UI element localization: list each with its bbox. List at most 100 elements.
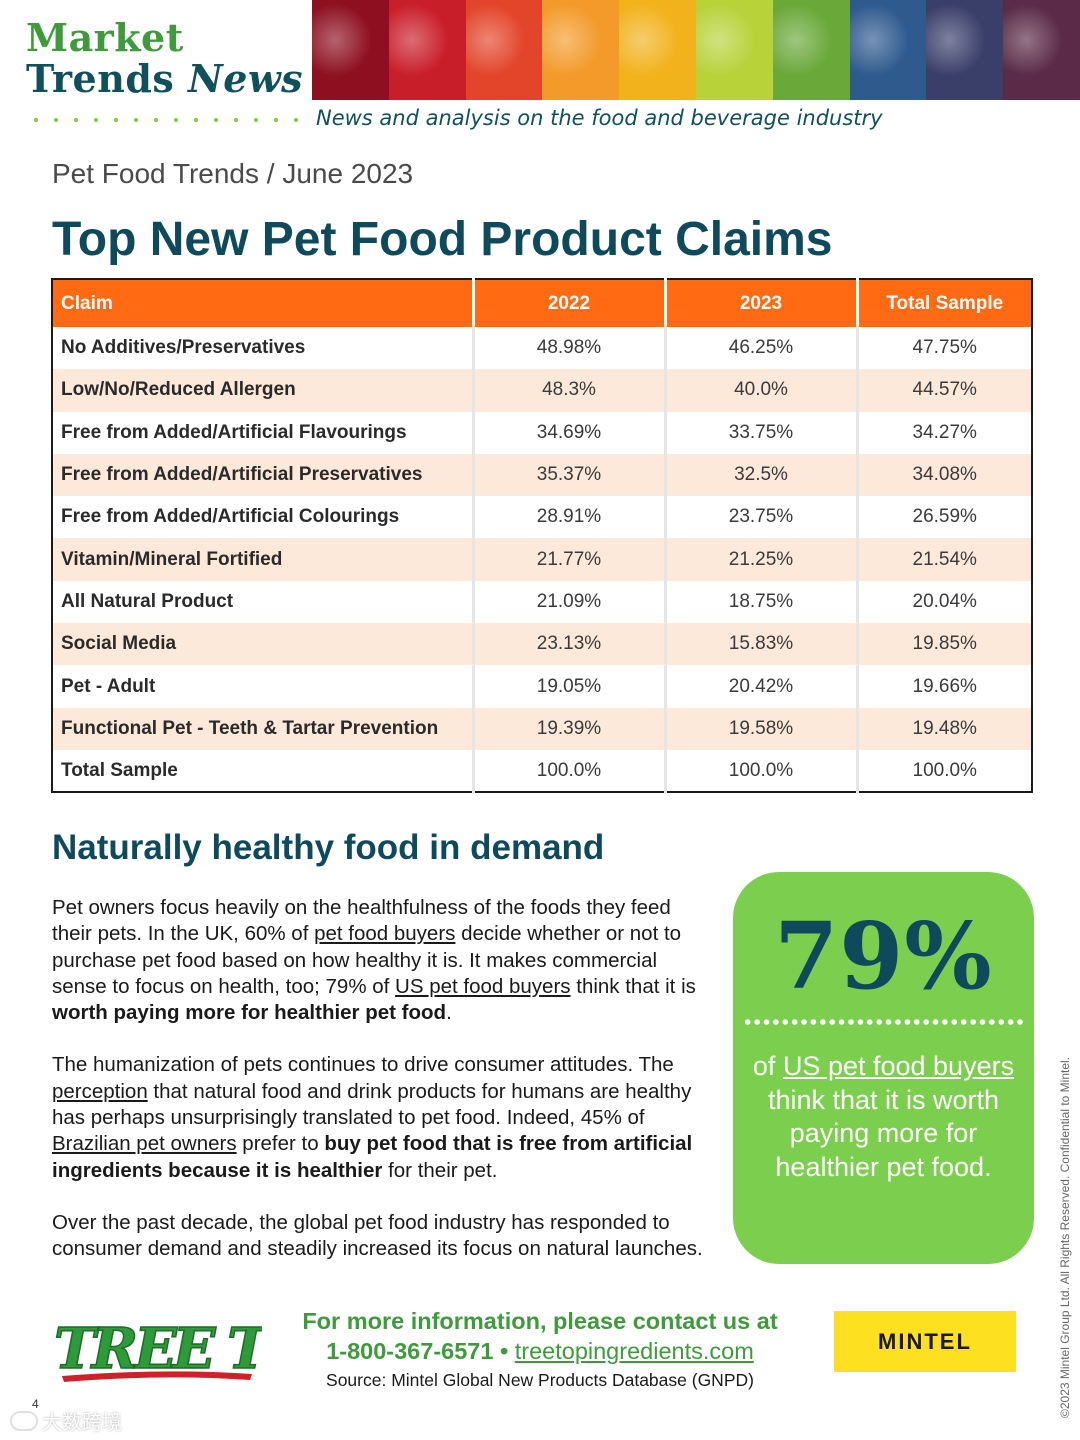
claim-cell: Free from Added/Artificial Colourings — [61, 506, 400, 528]
watermark-icon — [10, 1410, 38, 1431]
claim-cell: Pet - Adult — [61, 675, 156, 697]
brand-trends: Trends — [26, 56, 189, 101]
value-2023-cell: 46.25% — [663, 327, 857, 370]
website-link[interactable]: treetopingredients.com — [514, 1338, 754, 1364]
banner-segment — [926, 0, 1004, 100]
text-span: that natural food and drink products for… — [52, 1079, 692, 1130]
value-2023-cell: 40.0% — [663, 369, 857, 412]
source-note: Source: Mintel Global New Products Datab… — [326, 1370, 754, 1390]
value-total-cell: 26.59% — [855, 496, 1032, 539]
banner-segment — [772, 0, 850, 100]
text-span: prefer to — [236, 1132, 325, 1156]
brand-news: News — [188, 56, 304, 101]
header-total-sample: Total Sample — [855, 279, 1032, 327]
link-pet-food-buyers[interactable]: pet food buyers — [314, 922, 456, 946]
value-2022-cell: 23.13% — [471, 623, 665, 666]
text-span: . — [446, 1001, 452, 1025]
value-2023-cell: 21.25% — [663, 538, 857, 581]
claim-cell: Low/No/Reduced Allergen — [52, 369, 473, 412]
copyright-notice: ©2023 Mintel Group Ltd. All Rights Reser… — [1058, 1056, 1072, 1418]
contact-block: For more information, please contact us … — [290, 1306, 790, 1391]
value-total-cell: 19.48% — [855, 707, 1032, 750]
claim-cell: All Natural Product — [61, 590, 234, 612]
table-row: Pet - Adult 19.05% 20.42% 19.66% — [52, 665, 1032, 708]
banner-segment — [849, 0, 927, 100]
link-perception[interactable]: perception — [52, 1079, 148, 1103]
value-2022-cell: 48.98% — [471, 327, 665, 370]
table-row: No Additives/Preservatives 48.98% 46.25%… — [52, 327, 1032, 370]
text-span: The humanization of pets continues to dr… — [52, 1053, 674, 1077]
contact-heading: For more information, please contact us … — [302, 1308, 778, 1334]
value-2022-cell: 21.77% — [471, 538, 665, 581]
value-total-cell: 34.08% — [855, 453, 1032, 497]
text-span: think that it is — [570, 974, 696, 998]
banner-segment — [542, 0, 620, 100]
value-2023-cell: 100.0% — [663, 749, 857, 793]
breadcrumb: Pet Food Trends / June 2023 — [52, 158, 414, 189]
brand-line-1: Market — [26, 15, 184, 60]
value-2023-cell: 32.5% — [663, 453, 857, 497]
phone-number[interactable]: 1-800-367-6571 — [326, 1338, 494, 1364]
value-2022-cell: 19.05% — [471, 665, 665, 708]
table-row: All Natural Product 21.09% 18.75% 20.04% — [52, 580, 1032, 624]
text-span: think that it is worth paying more for h… — [767, 1084, 1000, 1182]
bold-text: worth paying more for healthier pet food — [52, 1001, 447, 1025]
market-trends-news-logo: Market Trends News — [26, 18, 303, 100]
value-2022-cell: 34.69% — [471, 411, 665, 454]
banner-segment — [619, 0, 696, 100]
header-2023: 2023 — [663, 279, 857, 327]
claim-cell: No Additives/Preservatives — [61, 337, 306, 359]
mintel-logo: MINTEL — [834, 1311, 1016, 1372]
value-2022-cell: 19.39% — [471, 707, 665, 750]
treetop-logo-text: TREE TOP — [54, 1316, 262, 1382]
value-total-cell: 47.75% — [855, 327, 1032, 370]
paragraph-2: The humanization of pets continues to dr… — [52, 1052, 712, 1183]
value-2023-cell: 15.83% — [663, 623, 857, 666]
banner-segment — [465, 0, 543, 100]
value-total-cell: 19.85% — [855, 623, 1032, 666]
table-row-total: Total Sample 100.0% 100.0% 100.0% — [52, 749, 1032, 793]
value-2023-cell: 23.75% — [663, 496, 857, 539]
banner-segment — [388, 0, 466, 100]
treetop-logo-swoosh — [62, 1371, 252, 1382]
claims-table: Claim 2022 2023 Total Sample No Additive… — [51, 278, 1033, 794]
table-row: Free from Added/Artificial Colourings 28… — [52, 496, 1032, 539]
stat-dots-divider — [743, 1019, 1025, 1025]
fruit-banner-image — [312, 0, 1080, 100]
paragraph-3: Over the past decade, the global pet foo… — [52, 1210, 703, 1261]
link-us-pet-food-buyers[interactable]: US pet food buyers — [395, 974, 571, 998]
value-2022-cell: 21.09% — [471, 580, 665, 624]
separator-bullet: • — [493, 1338, 515, 1364]
value-2022-cell: 48.3% — [471, 369, 665, 412]
claim-cell: Social Media — [52, 623, 473, 666]
table-row: Low/No/Reduced Allergen 48.3% 40.0% 44.5… — [52, 369, 1032, 412]
table-row: Social Media 23.13% 15.83% 19.85% — [52, 623, 1032, 666]
value-2023-cell: 20.42% — [663, 665, 857, 708]
claim-cell: Free from Added/Artificial Preservatives — [52, 453, 473, 497]
table-row: Vitamin/Mineral Fortified 21.77% 21.25% … — [52, 538, 1032, 581]
tagline: News and analysis on the food and bevera… — [316, 106, 883, 130]
claim-cell: Free from Added/Artificial Flavourings — [61, 421, 407, 443]
table-row: Free from Added/Artificial Preservatives… — [52, 453, 1032, 497]
claim-cell: Total Sample — [61, 759, 178, 781]
link-brazilian-pet-owners[interactable]: Brazilian pet owners — [52, 1132, 237, 1156]
value-2022-cell: 28.91% — [471, 496, 665, 539]
section-title: Naturally healthy food in demand — [52, 828, 605, 867]
value-total-cell: 34.27% — [855, 411, 1032, 454]
contact-details: 1-800-367-6571 • treetopingredients.com — [290, 1336, 790, 1366]
claim-cell: Functional Pet - Teeth & Tartar Preventi… — [52, 707, 473, 750]
table-header-row: Claim 2022 2023 Total Sample — [52, 279, 1032, 327]
treetop-logo: TREE TOP — [53, 1315, 262, 1383]
article-body: Pet owners focus heavily on the healthfu… — [52, 895, 712, 1289]
brand-line-2: Trends News — [26, 58, 303, 100]
banner-segment — [695, 0, 773, 100]
bold-text: buy pet food that is free from artificia… — [52, 1132, 693, 1182]
value-2023-cell: 33.75% — [663, 411, 857, 454]
value-2022-cell: 35.37% — [471, 453, 665, 497]
table-row: Free from Added/Artificial Flavourings 3… — [52, 411, 1032, 454]
value-total-cell: 44.57% — [855, 369, 1032, 412]
text-span: Pet owners focus heavily on the healthfu… — [52, 896, 671, 946]
link-stat-us-pet-food-buyers[interactable]: US pet food buyers — [782, 1051, 1015, 1081]
page-title: Top New Pet Food Product Claims — [52, 213, 833, 266]
header-claim: Claim — [52, 279, 473, 327]
